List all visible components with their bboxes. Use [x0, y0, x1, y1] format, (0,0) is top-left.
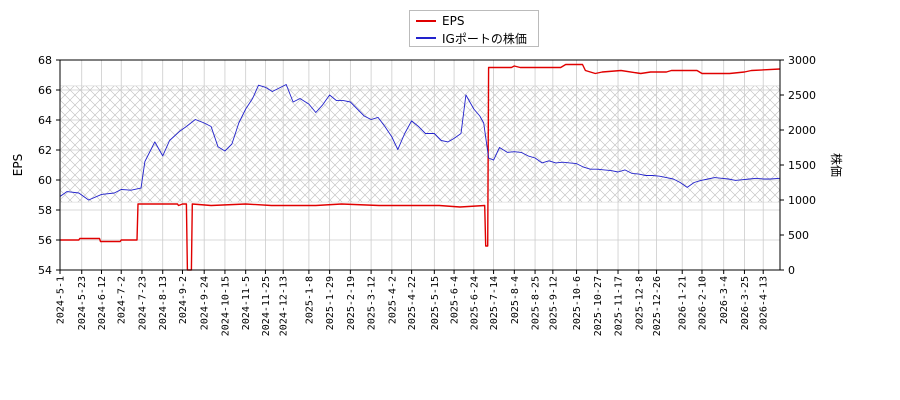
x-tick-label: 2024-7-23	[137, 276, 148, 330]
x-tick-label: 2025-3-12	[367, 276, 378, 330]
x-tick-label: 2024-11-25	[261, 276, 272, 336]
y-right-tick-label: 500	[788, 229, 809, 242]
x-tick-label: 2026-3-25	[740, 276, 751, 330]
x-tick-label: 2025-1-29	[325, 276, 336, 330]
y-left-tick-label: 62	[38, 144, 52, 157]
x-tick-label: 2025-10-27	[593, 276, 604, 336]
series-line-price	[59, 84, 781, 201]
x-tick-label: 2024-6-12	[97, 276, 108, 330]
x-tick-label: 2024-10-15	[220, 276, 231, 336]
legend: EPS IGポートの株価	[409, 10, 539, 47]
legend-swatch-eps	[416, 20, 436, 22]
x-tick-label: 2024-5-23	[77, 276, 88, 330]
x-tick-label: 2026-4-13	[759, 276, 770, 330]
y-left-tick-label: 68	[38, 54, 52, 67]
x-tick-label: 2024-9-2	[178, 276, 189, 324]
x-tick-label: 2025-6-4	[450, 276, 461, 324]
y-left-tick-label: 60	[38, 174, 52, 187]
x-tick-label: 2024-8-13	[158, 276, 169, 330]
x-tick-label: 2025-6-24	[469, 276, 480, 330]
y-left-tick-label: 64	[38, 114, 52, 127]
x-tick-label: 2024-5-1	[56, 276, 67, 324]
y-right-tick-label: 2000	[788, 124, 816, 137]
x-tick-label: 2025-9-12	[548, 276, 559, 330]
y-axis-left: 54 56 58 60 62 64 66 68	[38, 54, 60, 277]
x-tick-label: 2025-10-6	[572, 276, 583, 330]
x-tick-label: 2024-9-24	[200, 276, 211, 330]
y-left-tick-label: 58	[38, 204, 52, 217]
x-tick-label: 2025-2-19	[346, 276, 357, 330]
x-tick-label: 2024-11-5	[241, 276, 252, 330]
x-tick-label: 2025-8-4	[510, 276, 521, 324]
y-left-tick-label: 54	[38, 264, 52, 277]
series-line-eps	[60, 63, 781, 271]
x-tick-label: 2025-1-8	[304, 276, 315, 324]
y-axis-right: 0 500 1000 1500 2000 2500 3000	[780, 54, 816, 277]
shaded-band-rect	[59, 85, 781, 203]
y-right-tick-label: 1000	[788, 194, 816, 207]
x-tick-label: 2025-7-14	[489, 276, 500, 330]
legend-swatch-price	[416, 37, 436, 39]
x-tick-label: 2026-2-10	[697, 276, 708, 330]
x-tick-label: 2026-3-4	[719, 276, 730, 324]
x-tick-label: 2025-4-2	[387, 276, 398, 324]
x-tick-label: 2024-12-13	[279, 276, 290, 336]
series-lines	[59, 63, 781, 271]
x-tick-label: 2025-12-8	[634, 276, 645, 330]
shaded-band	[59, 85, 781, 203]
legend-item-eps: EPS	[416, 13, 464, 29]
x-tick-label: 2025-5-15	[430, 276, 441, 330]
x-tick-label: 2025-8-25	[531, 276, 542, 330]
y-left-tick-label: 56	[38, 234, 52, 247]
y-right-tick-label: 0	[788, 264, 795, 277]
x-tick-label: 2025-12-26	[652, 276, 663, 336]
y-right-tick-label: 2500	[788, 89, 816, 102]
legend-label-price: IGポートの株価	[442, 31, 527, 46]
legend-label-eps: EPS	[442, 14, 465, 28]
y-axis-right-label: 株価	[829, 153, 844, 177]
x-tick-label: 2024-7-2	[117, 276, 128, 324]
y-left-tick-label: 66	[38, 84, 52, 97]
y-right-tick-label: 3000	[788, 54, 816, 67]
gridlines	[59, 59, 780, 271]
x-tick-label: 2025-11-17	[614, 276, 625, 336]
x-tick-label: 2025-4-22	[407, 276, 418, 330]
y-right-tick-label: 1500	[788, 159, 816, 172]
x-tick-label: 2026-1-21	[678, 276, 689, 330]
x-axis: 2024-5-1 2024-5-23 2024-6-12 2024-7-2 2024-7…	[56, 270, 770, 336]
legend-item-price: IGポートの株価	[416, 30, 527, 46]
y-axis-left-label: EPS	[11, 154, 25, 176]
